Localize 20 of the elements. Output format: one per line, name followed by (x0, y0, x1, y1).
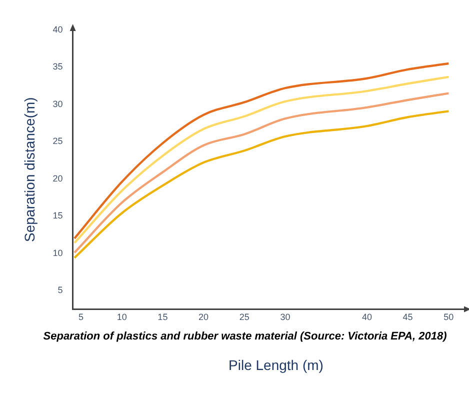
x-tick-label: 5 (78, 312, 84, 322)
y-tick-label: 5 (58, 285, 63, 296)
x-tick-label: 20 (198, 312, 209, 322)
x-axis-title: Pile Length (m) (228, 357, 324, 374)
x-tick-label: 45 (402, 312, 413, 322)
y-tick-label: 25 (52, 136, 63, 146)
x-tick-label: 40 (362, 312, 372, 322)
x-tick-label: 25 (239, 312, 250, 322)
y-tick-label: 35 (52, 62, 63, 72)
x-tick-label: 15 (158, 312, 168, 322)
y-tick-label: 20 (52, 173, 63, 184)
x-tick-label: 50 (444, 312, 454, 322)
x-tick-label: 10 (116, 312, 127, 322)
x-tick-label: 30 (280, 312, 290, 322)
y-tick-label: 10 (52, 248, 63, 258)
y-axis-title: Separation distance(m) (21, 97, 38, 242)
y-tick-label: 15 (52, 210, 63, 221)
text: Separation of plastics and rubber waste material (Source: Victoria EPA, 2018) (43, 330, 448, 343)
y-tick-label: 30 (52, 98, 63, 109)
y-tick-label: 40 (52, 24, 63, 34)
